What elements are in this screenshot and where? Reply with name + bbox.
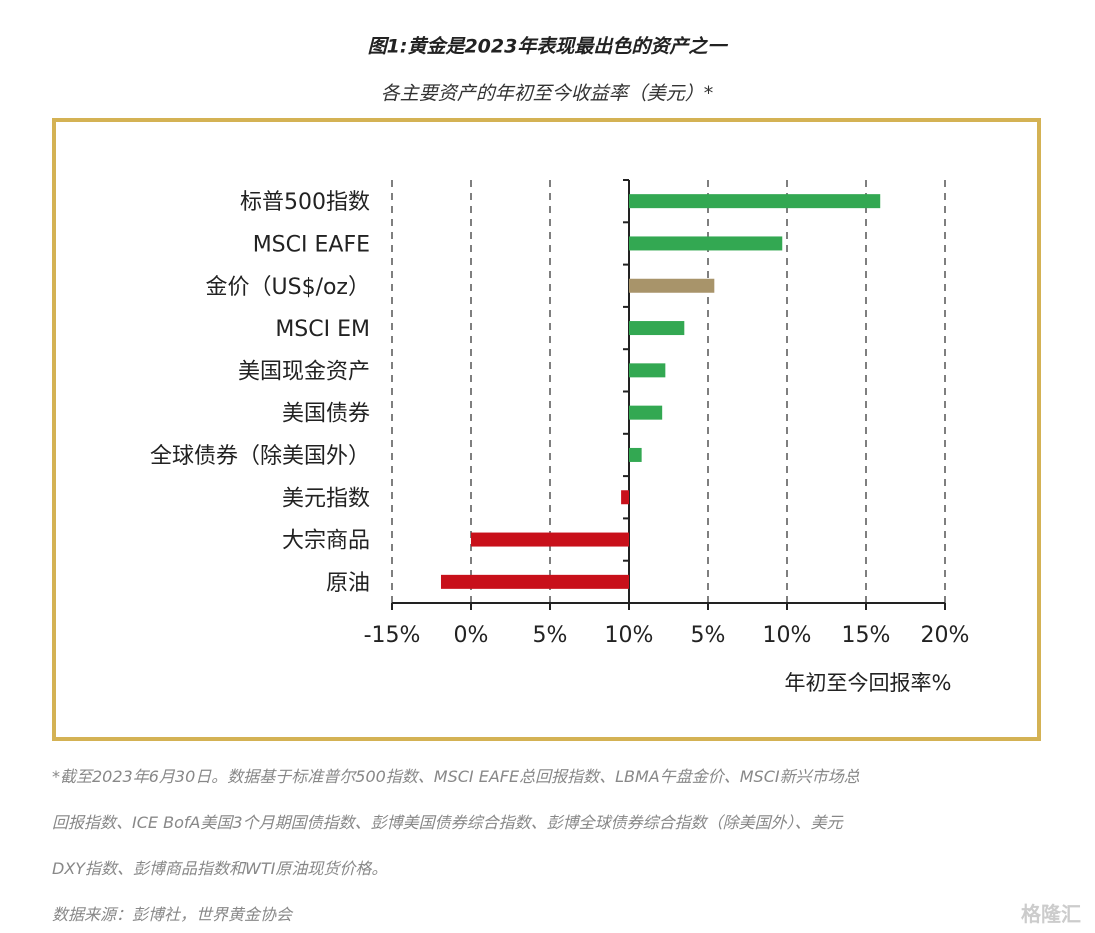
x-tick-label: 0% — [454, 623, 489, 648]
y-tick-label: 全球债券（除美国外） — [150, 444, 370, 469]
bar — [629, 405, 663, 420]
frame — [52, 118, 1041, 741]
y-tick-label: MSCI EM — [275, 317, 370, 342]
x-tick-label: 5% — [691, 623, 726, 648]
footnote: 回报指数、ICE BofA美国3个月期国债指数、彭博美国债券综合指数、彭博全球债… — [52, 813, 843, 832]
chart-subtitle: 各主要资产的年初至今收益率（美元）* — [381, 83, 714, 105]
y-tick-label: 大宗商品 — [282, 529, 370, 554]
bar — [629, 447, 642, 462]
y-tick-label: 美国现金资产 — [238, 359, 370, 384]
x-tick-label: -15% — [364, 623, 421, 648]
bar — [629, 236, 783, 251]
x-tick-label: 5% — [533, 623, 568, 648]
x-tick-label: 20% — [921, 623, 970, 648]
x-axis-label: 年初至今回报率% — [785, 671, 952, 695]
bar — [629, 321, 685, 336]
y-tick-label: 原油 — [326, 571, 370, 596]
footnote: DXY指数、彭博商品指数和WTI原油现货价格。 — [52, 859, 388, 878]
bar — [471, 532, 629, 547]
chart-title: 图1:黄金是2023年表现最出色的资产之一 — [368, 36, 729, 58]
footnote: *截至2023年6月30日。数据基于标准普尔500指数、MSCI EAFE总回报… — [52, 767, 860, 786]
bar — [629, 194, 881, 209]
watermark: 格隆汇 — [1021, 902, 1081, 926]
y-tick-label: MSCI EAFE — [253, 232, 370, 257]
x-tick-label: 10% — [605, 623, 654, 648]
bar — [440, 574, 629, 589]
x-tick-label: 15% — [842, 623, 891, 648]
y-tick-label: 美国债券 — [282, 402, 370, 427]
x-tick-label: 10% — [763, 623, 812, 648]
bar — [629, 363, 666, 378]
footnotes: *截至2023年6月30日。数据基于标准普尔500指数、MSCI EAFE总回报… — [52, 754, 1052, 933]
bar — [621, 490, 629, 505]
bar — [629, 278, 715, 293]
footnote: 数据来源：彭博社，世界黄金协会 — [52, 905, 293, 924]
y-tick-label: 标普500指数 — [240, 190, 370, 215]
chart: 图1:黄金是2023年表现最出色的资产之一 各主要资产的年初至今收益率（美元）*… — [52, 36, 1041, 741]
y-tick-label: 金价（US$/oz） — [206, 275, 371, 300]
y-tick-label: 美元指数 — [282, 486, 370, 511]
